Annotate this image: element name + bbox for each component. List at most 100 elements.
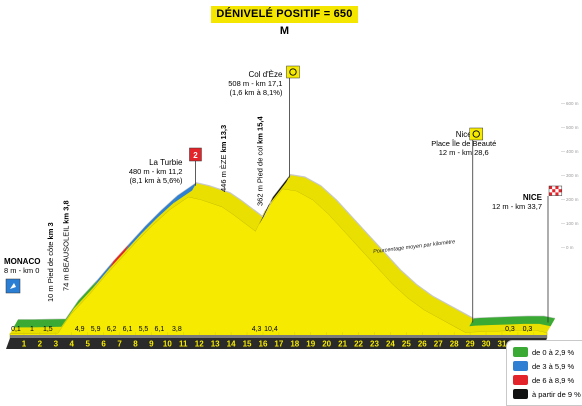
finish-flag-cell [558,192,562,196]
la-turbie-name: La Turbie [149,158,183,167]
km-marker-19: 19 [306,340,315,349]
col-eze-name: Col d'Èze [248,70,283,79]
altitude-axis: 600 m 500 m 400 m 300 m 200 m 100 m 0 m [561,101,579,250]
altitude-tick: 600 m [566,101,579,106]
km-marker-29: 29 [466,340,475,349]
gradient-label: 5,9 [91,326,101,333]
climb-gradient-band [13,174,555,328]
km-marker-25: 25 [402,340,411,349]
km-base-strip [6,338,547,349]
legend-swatch-red [513,375,528,385]
gradient-legend: de 0 à 2,9 % de 3 à 5,9 % de 6 à 8,9 % à… [506,340,582,406]
finish-flag-cell [555,186,559,190]
altitude-tick: 400 m [566,149,579,154]
climb-band-green-flat [13,319,66,328]
gradient-label: 0,3 [523,326,533,333]
altitude-tick: 200 m [566,197,579,202]
place-markers: 2 [5,65,563,323]
km-marker-15: 15 [243,340,252,349]
legend-swatch-black [513,389,528,399]
note-eze: 446 m ÈZE km 13,3 [219,125,228,192]
finish-flag-cell [552,189,556,193]
km-marker-3: 3 [54,340,59,349]
col-eze-detail1: 508 m - km 17,1 [228,79,282,88]
finish-flag-cell [558,189,562,193]
km-marker-9: 9 [149,340,154,349]
start-arrow-icon [10,283,16,289]
km-marker-31: 31 [498,340,507,349]
km-marker-6: 6 [101,340,106,349]
km-marker-2: 2 [38,340,43,349]
km-marker-1: 1 [22,340,27,349]
km-marker-14: 14 [227,340,236,349]
legend-label: à partir de 9 % [532,390,581,399]
nice-beaute-name: Nice [456,130,473,139]
km-marker-7: 7 [117,340,122,349]
stopwatch-icon [289,68,297,76]
finish-flag-cell [549,189,553,193]
finish-flag-cell [555,189,559,193]
nice-finish-name: NICE [523,193,543,202]
km-marker-22: 22 [354,340,363,349]
km-marker-8: 8 [133,340,138,349]
km-marker-28: 28 [450,340,459,349]
km-marker-20: 20 [322,340,331,349]
gradient-label: 6,1 [155,326,165,333]
nice-finish-detail: 12 m - km 33,7 [492,202,542,211]
legend-swatch-green [513,347,528,357]
climb-band-blue [93,261,114,288]
note-pied-de-col: 362 m Pied de col km 15,4 [255,116,264,206]
km-base-edge [10,335,547,338]
legend-swatch-blue [513,361,528,371]
km-marker-21: 21 [338,340,347,349]
km-marker-26: 26 [418,340,427,349]
la-turbie-detail1: 480 m - km 11,2 [129,167,183,176]
finish-flag-cell [555,192,559,196]
note-pied-de-cote: 10 m Pied de côte km 3 [46,222,55,302]
finish-flag-icon [548,185,563,196]
note-beausoleil: 74 m BEAUSOLEIL km 3,8 [62,200,71,291]
terrain-layer [9,174,556,339]
terrain-top-band [10,174,555,334]
km-marker-5: 5 [85,340,90,349]
km-marker-4: 4 [70,340,75,349]
climb-band-red [109,243,130,269]
finish-flag-cell [552,192,556,196]
sprint-bonus-flag-icon [469,127,483,141]
altitude-tick: 300 m [566,173,579,178]
legend-label: de 0 à 2,9 % [532,348,575,357]
km-marker-18: 18 [290,340,299,349]
la-turbie-category: 2 [193,151,198,160]
nice-beaute-detail1: Place Île de Beauté [431,139,496,148]
sprint-bonus-flag-icon [286,65,300,79]
climb-band-green-finish [469,316,555,327]
km-marker-11: 11 [179,340,188,349]
km-base-layer: 1 2 3 4 5 6 7 8 9 10 11 12 13 14 15 16 17 18 19 20 21 22 23 24 2… [6,326,547,349]
slope-note: Pourcentage moyen par kilomètre [373,239,456,255]
gradient-label: 10,4 [264,326,278,333]
km-marker-27: 27 [434,340,443,349]
altitude-tick: 100 m [566,221,579,226]
climb-band-blue-3 [172,182,197,204]
page-title: DÉNIVELÉ POSITIF = 650 M [211,6,358,37]
finish-flag-cell [549,192,553,196]
altitude-tick: 500 m [566,125,579,130]
gradient-label: 0,1 [11,326,21,333]
finish-flag-cell [552,186,556,190]
legend-label: de 3 à 5,9 % [532,362,575,371]
monaco-name: MONACO [4,257,40,266]
km-marker-24: 24 [386,340,395,349]
category-2-flag-icon [189,147,202,162]
legend-label: de 6 à 8,9 % [532,376,575,385]
gradient-label: 6,1 [123,326,133,333]
km-marker-10: 10 [163,340,172,349]
climb-band-blue-2 [125,195,178,252]
col-eze-detail2: (1,6 km à 8,1%) [230,88,283,97]
gradient-label: 5,5 [139,326,149,333]
altitude-tick: 0 m [566,245,574,250]
gradient-label: 1 [30,326,34,333]
finish-flag-cell [549,186,553,190]
km-marker-30: 30 [482,340,491,349]
climb-band-green [61,279,98,327]
